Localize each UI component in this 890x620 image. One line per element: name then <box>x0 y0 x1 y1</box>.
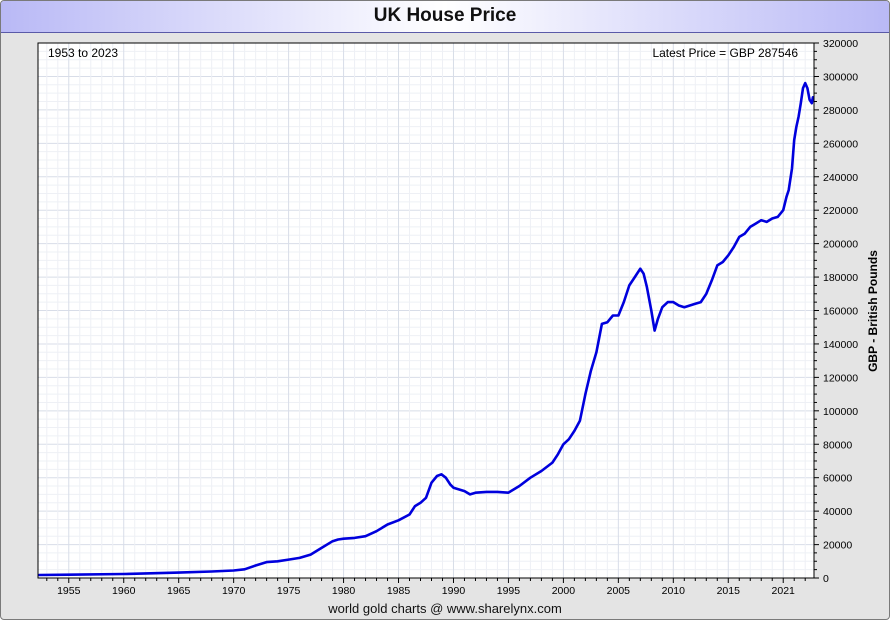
x-tick-label: 1970 <box>222 585 246 597</box>
series-group <box>37 81 815 577</box>
y-tick-label: 180000 <box>823 272 858 284</box>
y-tick-label: 120000 <box>823 372 858 384</box>
x-tick-label: 2010 <box>662 585 686 597</box>
x-tick-label: 2021 <box>772 585 796 597</box>
y-tick-label: 20000 <box>823 540 852 552</box>
chart-title: UK House Price <box>373 5 517 26</box>
y-tick-label: 220000 <box>823 205 858 217</box>
y-tick-label: 40000 <box>823 506 852 518</box>
x-tick-label: 1975 <box>277 585 301 597</box>
y-axis-label: GBP - British Pounds <box>866 250 880 372</box>
y-tick-label: 320000 <box>823 38 858 50</box>
y-tick-label: 60000 <box>823 473 852 485</box>
y-tick-label: 100000 <box>823 406 858 418</box>
axes: 0 20000 40000 60000 80000 100000 120000 140000 1… <box>46 38 858 597</box>
y-tick-label: 160000 <box>823 306 858 318</box>
title-bar: UK House Price <box>1 1 889 33</box>
x-tick-label: 2015 <box>717 585 741 597</box>
footer-credit: world gold charts @ www.sharelynx.com <box>328 601 562 616</box>
x-tick-label: 2000 <box>552 585 576 597</box>
y-tick-label: 200000 <box>823 239 858 251</box>
subtitle-left: 1953 to 2023 <box>48 46 118 60</box>
y-tick-label: 280000 <box>823 105 858 117</box>
x-tick-label: 1955 <box>57 585 81 597</box>
x-tick-label: 1965 <box>167 585 191 597</box>
series-line-0 <box>37 81 815 577</box>
x-tick-label: 1960 <box>112 585 136 597</box>
y-tick-label: 300000 <box>823 71 858 83</box>
grid-lines <box>38 43 814 578</box>
y-tick-label: 0 <box>823 573 829 585</box>
y-tick-label: 140000 <box>823 339 858 351</box>
x-tick-label: 1985 <box>387 585 411 597</box>
x-tick-label: 1990 <box>442 585 466 597</box>
y-tick-label: 260000 <box>823 138 858 150</box>
subtitle-right: Latest Price = GBP 287546 <box>652 46 798 60</box>
x-tick-label: 1995 <box>497 585 521 597</box>
x-tick-label: 1980 <box>332 585 356 597</box>
y-tick-label: 240000 <box>823 172 858 184</box>
y-tick-label: 80000 <box>823 439 852 451</box>
x-tick-label: 2005 <box>607 585 631 597</box>
